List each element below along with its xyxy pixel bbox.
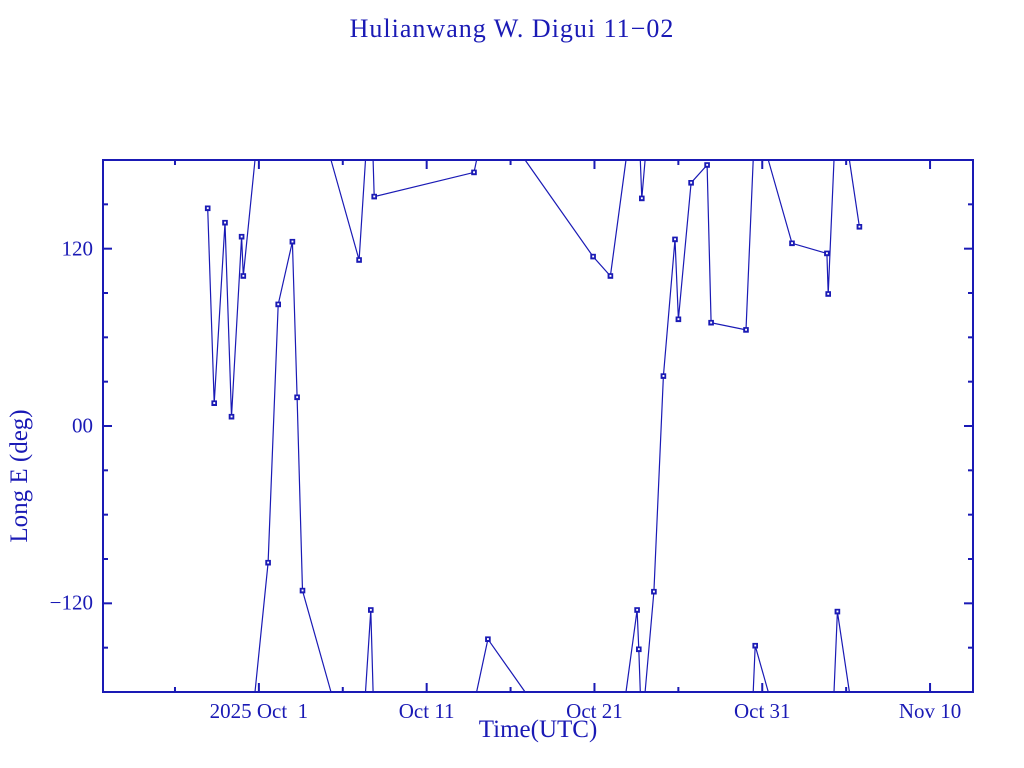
data-point-marker-center — [609, 274, 612, 277]
data-line-segment — [524, 159, 627, 278]
data-point-marker-center — [224, 221, 226, 224]
data-point-marker-center — [206, 207, 209, 210]
data-point-marker-center — [230, 415, 233, 418]
data-line-segment — [848, 159, 860, 227]
data-line-segment — [476, 637, 526, 693]
x-axis-label: Time(UTC) — [478, 716, 598, 743]
data-line-segment — [639, 159, 646, 199]
data-point-marker-center — [592, 255, 595, 258]
data-point-marker-center — [487, 638, 489, 640]
data-point-marker-center — [640, 197, 643, 200]
data-line-segment — [372, 159, 478, 198]
data-point-marker-center — [369, 608, 372, 611]
y-tick-label-1: 00 — [72, 413, 93, 438]
data-line-segment — [330, 159, 367, 261]
data-point-marker-center — [653, 590, 655, 593]
data-line-segment — [207, 159, 256, 417]
data-point-marker-center — [745, 328, 747, 331]
data-point-marker-center — [674, 238, 676, 241]
data-line-segment — [644, 159, 754, 693]
data-point-marker-center — [240, 235, 243, 238]
data-line-segment — [625, 609, 641, 693]
x-tick-label-0: 2025 Oct 1 — [209, 699, 309, 723]
data-line-segment — [364, 609, 374, 693]
data-point-marker-center — [677, 318, 680, 321]
data-point-marker-center — [826, 252, 828, 255]
y-axis-label: Long E (deg) — [6, 409, 33, 543]
x-tick-label-3: Oct 31 — [733, 699, 791, 723]
data-line-segment — [833, 611, 850, 693]
data-point-marker-center — [373, 195, 376, 198]
x-tick-label-2: Oct 21 — [566, 699, 623, 723]
x-tick-label-1: Oct 11 — [398, 699, 455, 723]
data-point-marker-center — [791, 242, 793, 245]
data-point-marker-center — [358, 258, 361, 261]
data-line-segment — [752, 645, 769, 693]
chart-title: Hulianwang W. Digui 11−02 — [349, 14, 675, 43]
data-point-marker-center — [754, 644, 757, 647]
data-point-marker-center — [213, 402, 216, 404]
data-line-segment — [254, 241, 332, 693]
data-point-marker-center — [473, 171, 475, 174]
data-point-marker-center — [267, 561, 270, 564]
y-tick-label-2: −120 — [49, 590, 93, 615]
data-point-marker-center — [836, 610, 839, 613]
data-point-marker-center — [242, 274, 245, 277]
data-point-marker-center — [301, 589, 304, 592]
data-point-marker-center — [858, 225, 861, 228]
data-point-marker-center — [637, 648, 640, 651]
data-point-marker-center — [636, 608, 639, 611]
data-point-marker-center — [662, 375, 665, 377]
data-point-marker-center — [277, 303, 280, 306]
data-point-marker-center — [710, 321, 713, 324]
data-point-marker-center — [690, 181, 693, 184]
data-point-marker-center — [706, 163, 709, 166]
data-point-marker-center — [291, 240, 294, 243]
x-tick-label-4: Nov 10 — [898, 699, 962, 723]
plot-frame — [102, 159, 974, 693]
y-tick-label-0: 120 — [61, 236, 94, 261]
data-point-marker-center — [827, 292, 830, 295]
data-line-segment — [767, 159, 835, 295]
data-point-marker-center — [296, 396, 299, 399]
